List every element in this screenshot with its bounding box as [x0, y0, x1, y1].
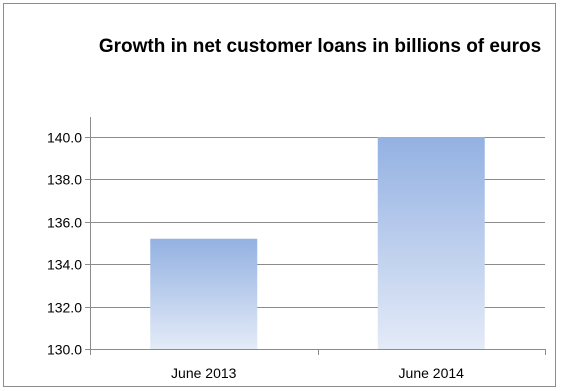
- bar: [150, 238, 258, 349]
- y-tick-label: 138.0: [47, 172, 82, 188]
- bar: [377, 137, 485, 349]
- y-tick-label: 140.0: [47, 130, 82, 146]
- y-tick-label: 132.0: [47, 300, 82, 316]
- chart-title: Growth in net customer loans in billions…: [98, 36, 542, 57]
- y-tick-label: 130.0: [47, 342, 82, 358]
- y-tick-label: 134.0: [47, 257, 82, 273]
- y-tick-label: 136.0: [47, 215, 82, 231]
- x-tick-label: June 2014: [399, 365, 465, 381]
- x-tick-label: June 2013: [171, 365, 237, 381]
